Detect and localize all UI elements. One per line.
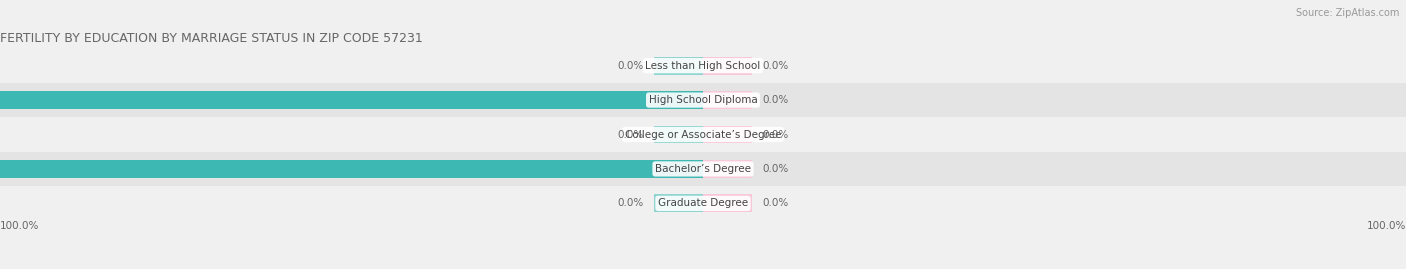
Bar <box>703 57 752 75</box>
Bar <box>703 160 752 178</box>
Text: 0.0%: 0.0% <box>762 129 789 140</box>
Bar <box>703 126 752 143</box>
Bar <box>0 91 703 109</box>
Bar <box>654 126 703 143</box>
Bar <box>654 194 703 212</box>
Bar <box>0 117 1406 152</box>
Text: FERTILITY BY EDUCATION BY MARRIAGE STATUS IN ZIP CODE 57231: FERTILITY BY EDUCATION BY MARRIAGE STATU… <box>0 32 423 45</box>
Text: 0.0%: 0.0% <box>617 61 644 71</box>
Text: 0.0%: 0.0% <box>617 129 644 140</box>
Text: Bachelor’s Degree: Bachelor’s Degree <box>655 164 751 174</box>
Bar <box>0 152 1406 186</box>
Text: 0.0%: 0.0% <box>762 164 789 174</box>
Bar <box>654 57 703 75</box>
Text: 100.0%: 100.0% <box>0 221 39 231</box>
Text: Less than High School: Less than High School <box>645 61 761 71</box>
Text: 0.0%: 0.0% <box>617 198 644 208</box>
Text: High School Diploma: High School Diploma <box>648 95 758 105</box>
Bar <box>0 186 1406 221</box>
Text: 0.0%: 0.0% <box>762 198 789 208</box>
Text: Source: ZipAtlas.com: Source: ZipAtlas.com <box>1295 8 1399 18</box>
Bar <box>0 48 1406 83</box>
Text: 100.0%: 100.0% <box>1367 221 1406 231</box>
Text: College or Associate’s Degree: College or Associate’s Degree <box>624 129 782 140</box>
Text: 0.0%: 0.0% <box>762 95 789 105</box>
Bar <box>703 194 752 212</box>
Text: 0.0%: 0.0% <box>762 61 789 71</box>
Bar <box>0 160 703 178</box>
Text: Graduate Degree: Graduate Degree <box>658 198 748 208</box>
Bar <box>703 91 752 109</box>
Bar <box>0 83 1406 117</box>
